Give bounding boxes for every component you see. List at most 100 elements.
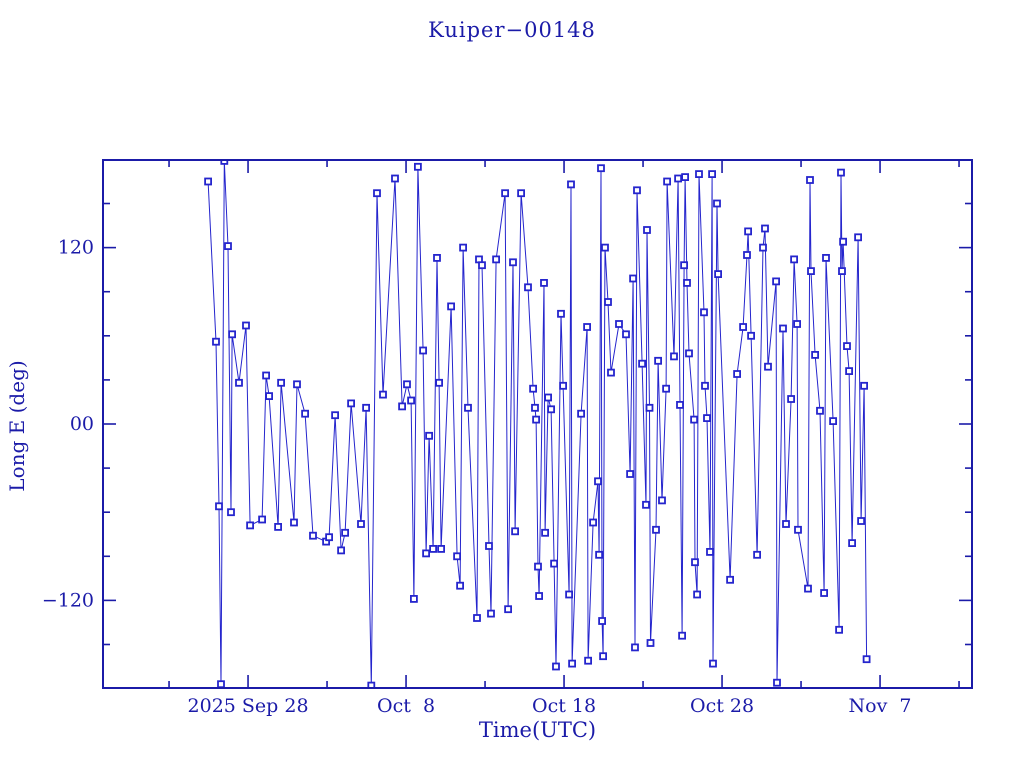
- data-point-marker: [413, 162, 422, 171]
- data-point-marker: [772, 277, 780, 286]
- data-point-marker: [541, 528, 549, 537]
- data-point-marker: [597, 164, 605, 173]
- data-point-marker: [379, 390, 387, 399]
- data-point-marker: [367, 681, 376, 688]
- data-point-marker: [862, 655, 871, 664]
- data-point-marker: [820, 589, 828, 597]
- data-point-marker: [693, 590, 701, 599]
- data-point-marker: [629, 274, 637, 283]
- data-point-marker: [807, 267, 815, 276]
- data-point-marker: [854, 233, 862, 242]
- data-point-marker: [683, 278, 691, 287]
- data-point-marker: [501, 189, 510, 198]
- data-point-marker: [258, 515, 267, 524]
- data-point-marker: [793, 320, 801, 328]
- data-point-marker: [534, 562, 542, 571]
- data-point-marker: [577, 409, 585, 418]
- data-point-marker: [492, 255, 501, 264]
- y-tick-label: −120: [42, 589, 94, 611]
- data-point-marker: [437, 545, 446, 553]
- data-point-marker: [708, 170, 716, 179]
- data-line: [207, 160, 868, 686]
- data-point-marker: [583, 323, 591, 331]
- data-point-marker: [700, 308, 708, 317]
- data-point-marker: [642, 500, 650, 509]
- data-point-marker: [524, 283, 532, 292]
- data-point-marker: [425, 431, 434, 440]
- data-point-marker: [622, 330, 630, 339]
- data-point-marker: [678, 631, 686, 640]
- data-point-marker: [409, 595, 418, 603]
- data-point-marker: [759, 243, 767, 252]
- data-point-marker: [584, 656, 592, 665]
- data-point-marker: [337, 546, 346, 555]
- x-tick-label: Oct 28: [690, 695, 754, 717]
- data-point-marker: [743, 251, 751, 259]
- data-point-marker: [663, 177, 671, 186]
- data-point-marker: [744, 227, 752, 236]
- x-axis-label: Time(UTC): [478, 718, 597, 742]
- data-point-marker: [701, 381, 709, 390]
- x-tick-label: Oct 8: [377, 695, 435, 717]
- data-point-marker: [517, 189, 525, 198]
- data-point-marker: [714, 270, 722, 279]
- data-point-marker: [228, 330, 237, 339]
- data-point-marker: [217, 680, 225, 688]
- data-point-marker: [433, 253, 441, 262]
- data-point-marker: [601, 243, 609, 252]
- data-point-marker: [391, 174, 399, 183]
- data-point-marker: [485, 542, 493, 550]
- data-point-marker: [224, 242, 232, 251]
- data-point-marker: [509, 258, 517, 267]
- data-point-marker: [779, 324, 787, 333]
- data-point-marker: [761, 224, 769, 233]
- data-point-marker: [594, 477, 602, 486]
- data-point-marker: [709, 659, 717, 668]
- data-point-marker: [559, 381, 567, 390]
- data-point-marker: [845, 367, 853, 376]
- data-point-marker: [215, 502, 223, 511]
- data-point-marker: [604, 298, 612, 306]
- data-point-marker: [309, 531, 317, 540]
- data-point-marker: [347, 399, 356, 408]
- data-point-marker: [456, 581, 465, 590]
- data-point-marker: [607, 368, 615, 377]
- data-point-marker: [373, 189, 381, 198]
- data-point-marker: [589, 518, 597, 527]
- data-point-marker: [535, 592, 543, 600]
- data-point-marker: [835, 625, 843, 634]
- data-point-marker: [568, 659, 576, 668]
- data-point-marker: [691, 558, 699, 567]
- data-point-marker: [274, 523, 283, 531]
- data-point-marker: [790, 255, 798, 264]
- data-point-marker: [747, 331, 755, 340]
- data-point-marker: [706, 548, 714, 556]
- data-point-marker: [544, 393, 552, 402]
- data-point-marker: [212, 337, 220, 346]
- data-point-marker: [246, 521, 255, 530]
- data-point-marker: [839, 237, 847, 246]
- data-point-marker: [262, 371, 271, 380]
- data-point-marker: [662, 384, 670, 393]
- data-point-marker: [453, 552, 462, 561]
- x-tick-label: Nov 7: [849, 695, 912, 717]
- y-axis-label: Long E (deg): [5, 360, 29, 492]
- data-point-marker: [422, 549, 431, 558]
- data-point-marker: [733, 370, 741, 378]
- data-point-marker: [652, 525, 660, 534]
- data-point-marker: [787, 395, 795, 403]
- data-point-marker: [764, 362, 772, 371]
- data-point-marker: [407, 396, 416, 405]
- chart-title: Kuiper−00148: [428, 18, 596, 42]
- data-point-marker: [822, 253, 830, 262]
- data-point-marker: [654, 356, 662, 365]
- data-point-marker: [487, 609, 495, 618]
- data-point-marker: [843, 342, 851, 351]
- data-point-marker: [459, 243, 468, 252]
- data-point-marker: [419, 346, 428, 355]
- data-point-marker: [550, 559, 558, 568]
- data-point-marker: [362, 403, 371, 412]
- data-point-marker: [341, 528, 350, 537]
- data-point-marker: [504, 605, 513, 614]
